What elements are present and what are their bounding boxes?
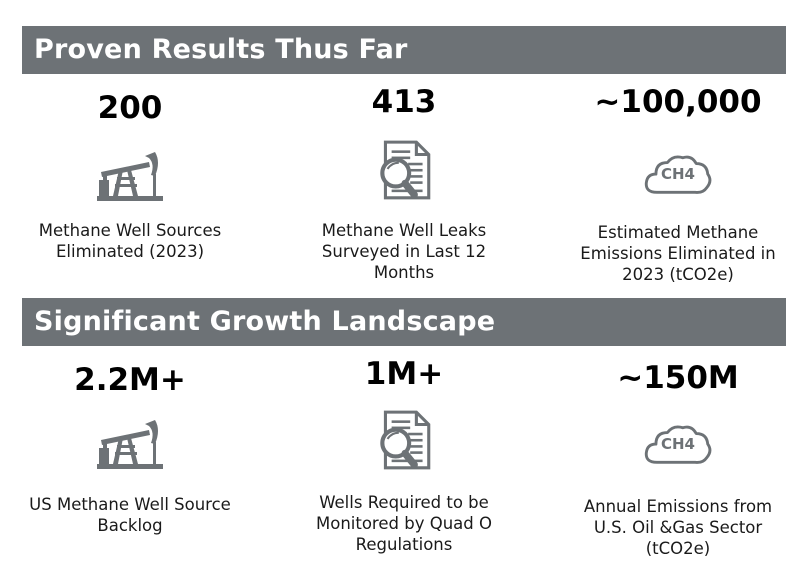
stat-card-well-backlog: 2.2M+ US Methane Well Source Backlog bbox=[0, 346, 260, 576]
stat-card-well-leaks: 413 Methane Well Leaks Surveyed in Last … bbox=[274, 74, 534, 294]
stat-card-wells-monitored: 1M+ Wells Required to be Monitored by Qu… bbox=[274, 346, 534, 576]
stat-description: Estimated Methane Emissions Eliminated i… bbox=[580, 223, 776, 284]
stat-value: ~100,000 bbox=[594, 84, 762, 120]
stat-description: Annual Emissions from U.S. Oil &Gas Sect… bbox=[583, 497, 773, 558]
document-magnifier-icon bbox=[371, 408, 437, 474]
pumpjack-icon bbox=[94, 148, 166, 204]
pumpjack-icon bbox=[94, 416, 166, 472]
stat-card-annual-emissions: ~150M CH4 Annual Emissions from U.S. Oil… bbox=[548, 346, 808, 576]
stat-description: Methane Well Leaks Surveyed in Last 12 M… bbox=[321, 221, 487, 282]
section2-title: Significant Growth Landscape bbox=[22, 298, 786, 346]
methane-cloud-icon: CH4 bbox=[643, 152, 713, 200]
stat-card-well-sources: 200 Methane Well Sources Eliminated (202… bbox=[0, 74, 260, 294]
stat-card-emissions-eliminated: ~100,000 CH4 Estimated Methane Emissions… bbox=[548, 74, 808, 294]
section1-title: Proven Results Thus Far bbox=[22, 26, 786, 74]
stat-description: Wells Required to be Monitored by Quad O… bbox=[316, 493, 492, 554]
stat-description: Methane Well Sources Eliminated (2023) bbox=[38, 221, 222, 261]
stat-value: 2.2M+ bbox=[74, 362, 186, 398]
document-magnifier-icon bbox=[371, 138, 437, 204]
stat-value: ~150M bbox=[617, 360, 739, 396]
stat-value: 200 bbox=[97, 90, 163, 126]
stat-value: 413 bbox=[371, 84, 437, 120]
stat-description: US Methane Well Source Backlog bbox=[29, 495, 231, 535]
methane-cloud-icon: CH4 bbox=[643, 422, 713, 470]
stat-value: 1M+ bbox=[364, 356, 444, 392]
